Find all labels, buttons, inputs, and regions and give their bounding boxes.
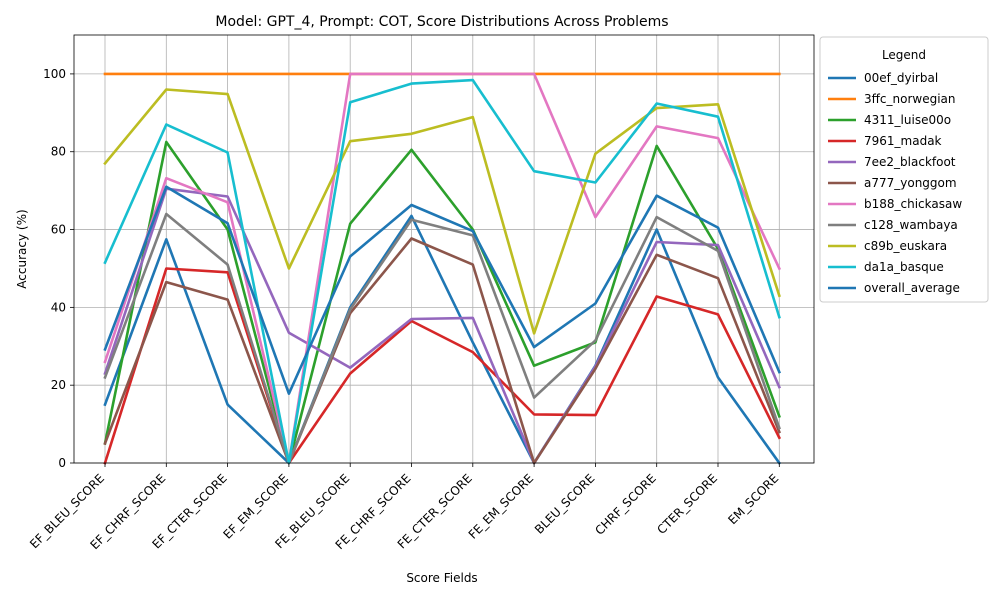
x-tick-label: CTER_SCORE bbox=[654, 471, 720, 537]
y-tick-label: 0 bbox=[58, 456, 66, 470]
grid bbox=[74, 35, 814, 464]
series-line-4311-luise00o bbox=[103, 140, 781, 465]
legend-title: Legend bbox=[882, 48, 926, 62]
x-axis-ticks: EF_BLEU_SCOREEF_CHRF_SCOREEF_CTER_SCOREE… bbox=[27, 463, 781, 552]
x-tick-label: CHRF_SCORE bbox=[592, 471, 658, 537]
legend-label-4311-luise00o: 4311_luise00o bbox=[864, 113, 951, 127]
y-axis-label: Accuracy (%) bbox=[15, 209, 29, 288]
legend-label-7ee2-blackfoot: 7ee2_blackfoot bbox=[864, 155, 956, 169]
legend-label-overall-average: overall_average bbox=[864, 281, 960, 295]
plot-area-frame bbox=[73, 34, 815, 464]
series-line-7961-madak bbox=[103, 267, 782, 465]
legend-label-3ffc-norwegian: 3ffc_norwegian bbox=[864, 92, 956, 106]
legend-label-00ef-dyirbal: 00ef_dyirbal bbox=[864, 71, 938, 85]
y-tick-label: 60 bbox=[51, 223, 66, 237]
series-line-da1a-basque bbox=[103, 78, 781, 465]
legend-label-a777-yonggom: a777_yonggom bbox=[864, 176, 957, 190]
series-line-c128-wambaya bbox=[103, 212, 781, 465]
legend: Legend 00ef_dyirbal 3ffc_norwegian 4311_lu… bbox=[819, 36, 989, 303]
legend-box bbox=[819, 36, 989, 303]
x-tick-label: EM_SCORE bbox=[725, 471, 781, 527]
series-line-00ef-dyirbal bbox=[103, 214, 782, 465]
x-axis-label: Score Fields bbox=[406, 571, 477, 585]
y-tick-label: 100 bbox=[43, 67, 66, 81]
y-tick-label: 80 bbox=[51, 145, 66, 159]
chart-title: Model: GPT_4, Prompt: COT, Score Distrib… bbox=[215, 14, 668, 30]
legend-label-7961-madak: 7961_madak bbox=[864, 134, 942, 148]
legend-label-b188-chickasaw: b188_chickasaw bbox=[864, 197, 962, 211]
y-tick-label: 20 bbox=[51, 378, 66, 392]
x-tick-label: BLEU_SCORE bbox=[532, 471, 598, 537]
x-tick-label: EF_EM_SCORE bbox=[220, 471, 291, 542]
series-line-overall-average bbox=[103, 185, 782, 396]
y-tick-label: 40 bbox=[51, 300, 66, 314]
series-line-7ee2-blackfoot bbox=[103, 187, 782, 465]
legend-label-c89b-euskara: c89b_euskara bbox=[864, 239, 947, 253]
series-line-a777-yonggom bbox=[103, 237, 781, 465]
legend-label-c128-wambaya: c128_wambaya bbox=[864, 218, 958, 232]
legend-items: 00ef_dyirbal 3ffc_norwegian 4311_luise00o 7… bbox=[828, 71, 962, 295]
series-lines bbox=[103, 72, 782, 465]
series-line-c89b-euskara bbox=[103, 88, 781, 335]
legend-label-da1a-basque: da1a_basque bbox=[864, 260, 944, 274]
y-axis-ticks: 0 20 40 60 80 100 bbox=[43, 67, 74, 470]
series-line-b188-chickasaw bbox=[103, 72, 782, 465]
x-tick-label: FE_EM_SCORE bbox=[466, 471, 537, 542]
